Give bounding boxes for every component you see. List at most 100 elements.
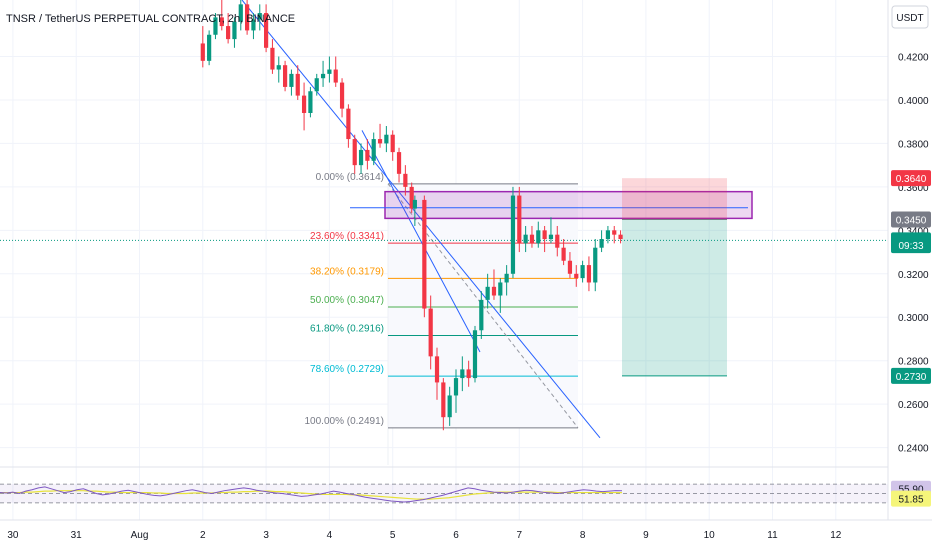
candle-body xyxy=(377,139,383,144)
candle-body xyxy=(314,78,319,92)
candle-body xyxy=(200,43,205,61)
position-target-zone xyxy=(622,219,727,376)
candle-body xyxy=(517,195,522,244)
candle-body xyxy=(529,234,535,244)
x-tick-label: 31 xyxy=(71,530,83,541)
rsi-value-tag-text: 55.90 xyxy=(898,485,923,496)
candle-body xyxy=(561,247,566,261)
candle-body xyxy=(301,95,307,113)
currency-button[interactable]: USDT xyxy=(891,5,929,29)
candle-body xyxy=(207,34,212,61)
candle-body xyxy=(491,286,497,296)
candle-body xyxy=(485,286,490,300)
candle-body xyxy=(333,69,338,83)
candle-body xyxy=(580,265,585,279)
x-tick-label: 10 xyxy=(704,530,716,541)
candle-body xyxy=(232,21,237,40)
price-tag-text: 09:33 xyxy=(898,241,923,252)
candle-body xyxy=(479,299,484,331)
position-stop-zone xyxy=(622,178,727,220)
candle-body xyxy=(523,234,528,244)
fib-level-label: 50.00% (0.3047) xyxy=(310,295,384,306)
y-tick-label: 0.4000 xyxy=(898,96,929,107)
x-tick-label: 12 xyxy=(830,530,842,541)
rsi-ma-line xyxy=(0,490,623,500)
candle-body xyxy=(276,65,281,70)
candle-body xyxy=(390,134,395,153)
price-tag: 09:33 xyxy=(891,237,931,254)
price-tag-bg xyxy=(891,170,931,187)
fib-level-label: 23.60% (0.3341) xyxy=(310,231,384,242)
y-tick-label: 0.2800 xyxy=(898,357,929,368)
candle-body xyxy=(574,273,579,279)
y-tick-label: 0.3000 xyxy=(898,313,929,324)
fib-level-label: 38.20% (0.3179) xyxy=(310,266,384,277)
rsi-ma-tag: 51.85 xyxy=(891,490,931,507)
y-tick-label: 0.3200 xyxy=(898,270,929,281)
x-tick-label: 3 xyxy=(263,530,269,541)
candle-body xyxy=(510,195,516,274)
candle-body xyxy=(403,173,408,187)
candle-body xyxy=(346,108,351,140)
fib-level-label: 100.00% (0.2491) xyxy=(304,416,384,427)
y-tick-label: 0.3800 xyxy=(898,139,929,150)
candle-body xyxy=(447,395,452,418)
candle-body xyxy=(422,199,427,309)
x-tick-label: 9 xyxy=(643,530,649,541)
candle-body xyxy=(412,199,417,209)
candle-body xyxy=(320,73,326,79)
candle-body xyxy=(371,139,376,161)
fib-level-label: 0.00% (0.3614) xyxy=(316,172,384,183)
candle-body xyxy=(460,369,465,379)
candle-body xyxy=(593,247,598,283)
y-tick-label: 0.2600 xyxy=(898,400,929,411)
candle-body xyxy=(548,234,554,240)
candle-body xyxy=(282,65,288,87)
candle-body xyxy=(264,13,269,48)
y-tick-label: 0.3400 xyxy=(898,226,929,237)
candle-body xyxy=(289,73,294,87)
y-tick-label: 0.4200 xyxy=(898,52,929,63)
x-tick-label: Aug xyxy=(131,530,149,541)
candle-body xyxy=(555,234,560,248)
candle-body xyxy=(327,69,332,74)
x-tick-label: 5 xyxy=(390,530,396,541)
candle-body xyxy=(339,82,345,109)
candle-body xyxy=(396,152,402,174)
candle-body xyxy=(238,4,243,22)
candle-body xyxy=(542,230,547,240)
x-tick-label: 6 xyxy=(453,530,459,541)
candle-body xyxy=(472,330,478,379)
price-tag-bg xyxy=(891,367,931,384)
candle-body xyxy=(257,13,262,20)
candle-body xyxy=(536,230,541,244)
candle-body xyxy=(308,91,313,113)
candle-body xyxy=(295,73,300,96)
price-tag-text: 0.3450 xyxy=(896,215,927,226)
x-tick-label: 11 xyxy=(767,530,778,541)
y-tick-label: 0.3600 xyxy=(898,183,929,194)
candle-body xyxy=(251,19,256,31)
candle-body xyxy=(504,273,509,283)
candle-body xyxy=(358,149,364,166)
candle-body xyxy=(352,139,357,166)
candle-body xyxy=(567,260,573,274)
trend-line-inner xyxy=(361,130,481,353)
candles-layer xyxy=(200,0,623,431)
candle-body xyxy=(270,47,275,70)
candle-body xyxy=(384,134,389,144)
resistance-zone xyxy=(384,190,753,220)
candle-body xyxy=(605,230,611,240)
candle-body xyxy=(599,239,604,248)
price-tag-bg xyxy=(891,237,931,254)
price-tag: 0.2730 xyxy=(891,367,931,384)
rsi-ma-tag-text: 51.85 xyxy=(898,495,923,506)
rsi-ma-tag-bg xyxy=(891,490,931,507)
currency-label: USDT xyxy=(896,13,923,24)
candle-body xyxy=(434,356,440,383)
price-tag: 0.3450 xyxy=(891,211,931,228)
price-tag-text: 0.2730 xyxy=(896,372,927,383)
